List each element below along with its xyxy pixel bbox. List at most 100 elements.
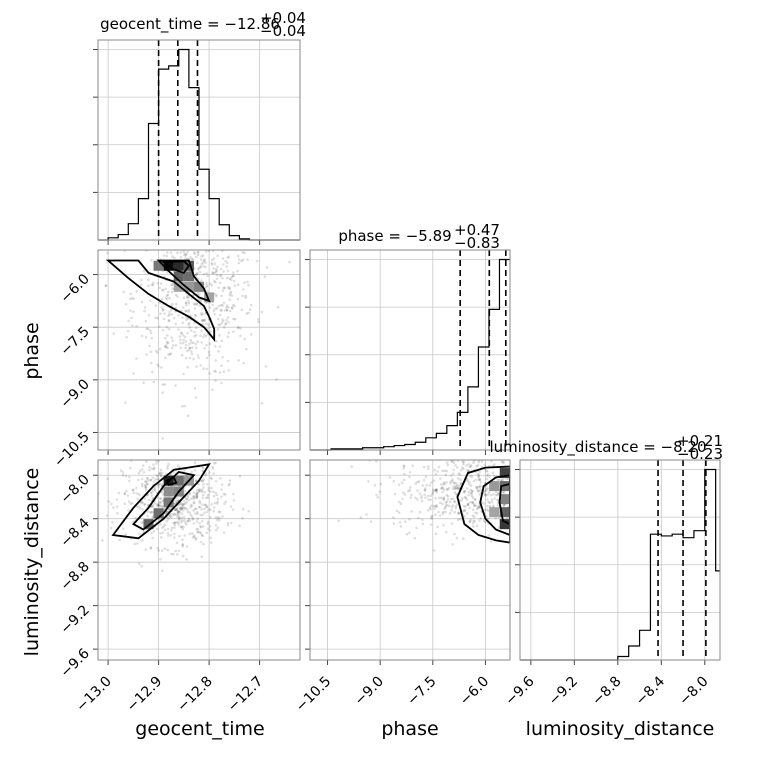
sample-point	[421, 522, 425, 526]
sample-point	[174, 293, 178, 297]
sample-point	[552, 497, 555, 500]
ticklabel-y: −9.6	[57, 646, 92, 681]
sample-point	[127, 500, 131, 503]
sample-point	[193, 512, 197, 515]
sample-point	[183, 335, 187, 339]
sample-point	[205, 367, 209, 371]
sample-point	[214, 451, 217, 454]
sample-point	[218, 323, 222, 327]
sample-point	[161, 437, 165, 440]
sample-point	[188, 511, 192, 514]
sample-point	[447, 486, 451, 490]
sample-point	[197, 266, 200, 270]
sample-point	[517, 497, 520, 500]
sample-point	[246, 280, 249, 284]
sample-point	[179, 205, 182, 208]
sample-point	[448, 511, 452, 515]
sample-point	[195, 272, 199, 275]
sample-point	[443, 482, 447, 486]
sample-point	[184, 301, 188, 305]
sample-point	[477, 489, 481, 493]
sample-point	[213, 312, 216, 316]
sample-point	[101, 539, 104, 542]
density-cell	[173, 260, 184, 271]
sample-point	[215, 493, 219, 497]
sample-point	[549, 485, 552, 488]
sample-point	[195, 255, 198, 259]
sample-point	[180, 502, 184, 506]
sample-point	[532, 508, 535, 511]
sample-point	[477, 460, 481, 464]
sample-point	[221, 356, 224, 359]
sample-point	[572, 499, 575, 502]
ticklabel-y: −8.0	[57, 472, 92, 507]
sample-point	[133, 542, 137, 546]
sample-point	[457, 486, 460, 490]
sample-point	[240, 259, 243, 263]
sample-point	[537, 464, 540, 467]
sample-point	[205, 505, 209, 509]
sample-point	[244, 294, 247, 298]
sample-point	[160, 549, 164, 553]
sample-point	[540, 500, 543, 503]
sample-point	[516, 479, 519, 482]
sample-point	[193, 303, 197, 306]
sample-point	[231, 306, 234, 310]
sample-point	[181, 503, 184, 507]
sample-point	[199, 299, 203, 303]
sample-point	[214, 480, 218, 483]
sample-point	[165, 342, 169, 345]
sample-point	[543, 498, 546, 501]
xlabel-geocent-time: geocent_time	[135, 718, 264, 740]
sample-point	[182, 503, 185, 506]
sample-point	[140, 482, 144, 486]
sample-point	[598, 496, 601, 499]
sample-point	[444, 510, 447, 514]
sample-point	[205, 505, 209, 508]
sample-point	[255, 259, 259, 263]
sample-point	[493, 497, 496, 500]
sample-point	[194, 479, 197, 483]
sample-point	[204, 503, 207, 507]
sample-point	[488, 501, 492, 504]
sample-point	[123, 492, 127, 495]
sample-point	[225, 318, 228, 322]
sample-point	[479, 481, 483, 484]
sample-point	[410, 510, 413, 513]
sample-point	[180, 507, 183, 511]
sample-point	[522, 520, 525, 523]
sample-point	[199, 489, 203, 493]
sample-point	[189, 506, 192, 509]
sample-point	[161, 444, 164, 447]
sample-point	[237, 233, 240, 236]
sample-point	[236, 254, 240, 258]
sample-point	[454, 487, 457, 490]
sample-point	[138, 532, 141, 536]
sample-point	[424, 496, 427, 500]
sample-point	[501, 491, 505, 494]
sample-point	[212, 230, 215, 233]
sample-point	[566, 467, 569, 470]
sample-point	[219, 274, 223, 277]
sample-point	[478, 478, 481, 482]
sample-point	[247, 509, 250, 513]
sample-point	[156, 363, 159, 366]
sample-point	[215, 277, 219, 281]
ticklabel-x: −9.2	[546, 674, 581, 709]
sample-point	[528, 507, 531, 510]
sample-point	[153, 466, 156, 470]
sample-point	[408, 488, 412, 492]
sample-point	[536, 491, 539, 494]
sample-point	[128, 475, 131, 479]
sample-point	[453, 487, 457, 491]
sample-point	[226, 286, 230, 289]
sample-point	[397, 483, 401, 487]
sample-point	[140, 283, 143, 287]
sample-point	[205, 496, 208, 500]
sample-point	[442, 523, 445, 527]
sample-point	[471, 500, 474, 504]
sample-point	[521, 483, 524, 486]
sample-point	[194, 313, 197, 317]
sample-point	[264, 365, 268, 368]
sample-point	[244, 296, 247, 300]
